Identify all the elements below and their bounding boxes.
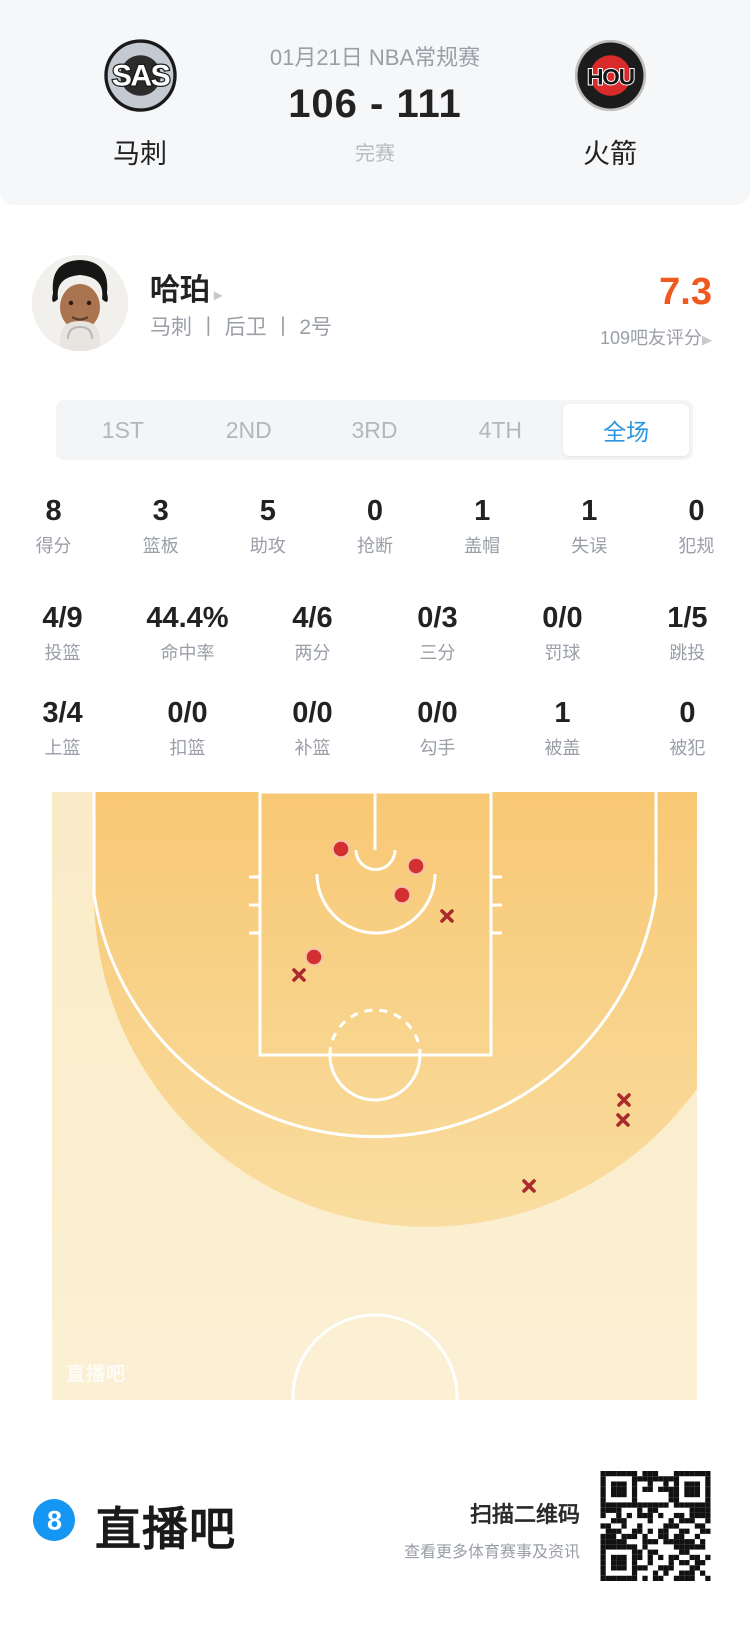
svg-text:8: 8 bbox=[47, 1506, 62, 1536]
svg-text:HOU: HOU bbox=[587, 65, 634, 90]
